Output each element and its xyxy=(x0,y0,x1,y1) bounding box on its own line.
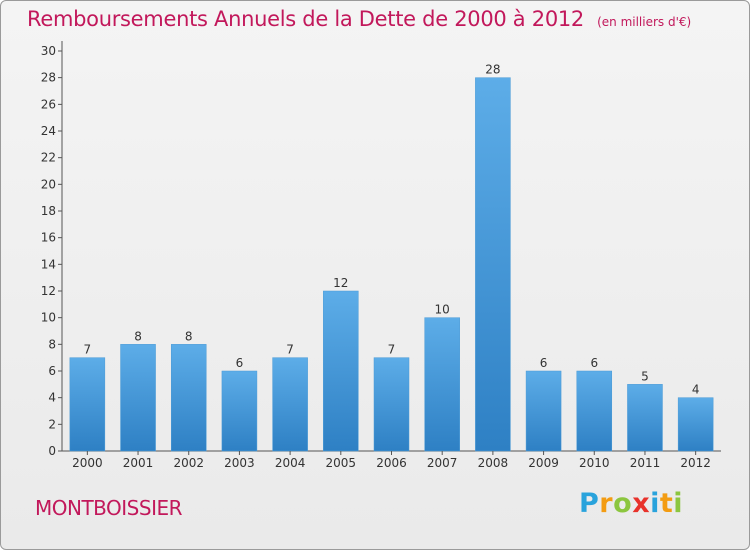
bar-2010 xyxy=(576,370,613,452)
chart-title-text: Remboursements Annuels de la Dette de 20… xyxy=(27,7,584,31)
y-tick-label: 10 xyxy=(41,311,56,325)
x-tick-label-2005: 2005 xyxy=(326,456,357,470)
x-tick-label-2004: 2004 xyxy=(275,456,306,470)
x-tick-label-2000: 2000 xyxy=(72,456,103,470)
bar-2002 xyxy=(170,344,207,452)
y-tick-label: 4 xyxy=(48,391,56,405)
bar-2008 xyxy=(475,77,511,452)
chart-unit: (en milliers d'€) xyxy=(597,15,692,29)
y-tick-label: 28 xyxy=(41,71,56,85)
bar-2006 xyxy=(373,357,410,452)
x-tick-label-2007: 2007 xyxy=(427,456,458,470)
y-tick-label: 8 xyxy=(48,337,56,351)
data-label-2009: 6 xyxy=(540,356,548,370)
logo-letter: r xyxy=(599,488,614,519)
logo-letter: o xyxy=(613,488,633,519)
data-label-2008: 28 xyxy=(485,63,500,77)
y-tick-label: 0 xyxy=(48,444,56,458)
x-tick-label-2003: 2003 xyxy=(224,456,255,470)
y-tick-label: 18 xyxy=(41,204,56,218)
y-tick-label: 22 xyxy=(41,151,56,165)
bar-2012 xyxy=(677,397,714,452)
logo-letter: x xyxy=(632,488,651,519)
logo-letter: i xyxy=(673,488,684,519)
x-tick-label-2001: 2001 xyxy=(123,456,154,470)
bar-2000 xyxy=(69,357,106,452)
bar-2004 xyxy=(272,357,308,452)
data-label-2002: 8 xyxy=(185,329,193,343)
y-tick-label: 26 xyxy=(41,97,56,111)
logo-letter: P xyxy=(579,488,600,519)
x-tick-label-2011: 2011 xyxy=(630,456,661,470)
bar-2005 xyxy=(323,290,359,452)
bar-2011 xyxy=(627,384,663,452)
bar-2009 xyxy=(525,370,562,452)
y-tick-label: 24 xyxy=(41,124,56,138)
y-tick-label: 14 xyxy=(41,257,56,271)
proxiti-logo: Proxiti xyxy=(579,488,683,519)
logo-letter: t xyxy=(659,488,674,519)
y-tick-label: 16 xyxy=(41,231,56,245)
logo-letter: i xyxy=(650,488,660,519)
chart-title: Remboursements Annuels de la Dette de 20… xyxy=(27,7,691,31)
x-tick-label-2008: 2008 xyxy=(478,456,509,470)
bar-2007 xyxy=(424,317,460,452)
data-label-2007: 10 xyxy=(435,303,450,317)
data-label-2006: 7 xyxy=(388,343,396,357)
bar-2003 xyxy=(221,370,258,452)
data-label-2003: 6 xyxy=(236,356,244,370)
x-tick-label-2010: 2010 xyxy=(579,456,610,470)
y-tick-label: 20 xyxy=(41,177,56,191)
data-label-2004: 7 xyxy=(286,343,294,357)
data-label-2000: 7 xyxy=(84,343,92,357)
y-tick-label: 12 xyxy=(41,284,56,298)
data-label-2011: 5 xyxy=(641,369,649,383)
data-label-2010: 6 xyxy=(590,356,598,370)
x-tick-label-2009: 2009 xyxy=(528,456,559,470)
y-tick-label: 6 xyxy=(48,364,56,378)
y-tick-label: 2 xyxy=(48,417,56,431)
data-label-2005: 12 xyxy=(333,276,348,290)
data-label-2012: 4 xyxy=(692,383,700,397)
x-tick-label-2012: 2012 xyxy=(680,456,711,470)
data-label-2001: 8 xyxy=(134,329,142,343)
x-tick-label-2006: 2006 xyxy=(376,456,407,470)
y-tick-label: 30 xyxy=(41,44,56,58)
commune-name: MONTBOISSIER xyxy=(35,496,183,520)
x-tick-label-2002: 2002 xyxy=(173,456,204,470)
bar-2001 xyxy=(120,344,156,452)
